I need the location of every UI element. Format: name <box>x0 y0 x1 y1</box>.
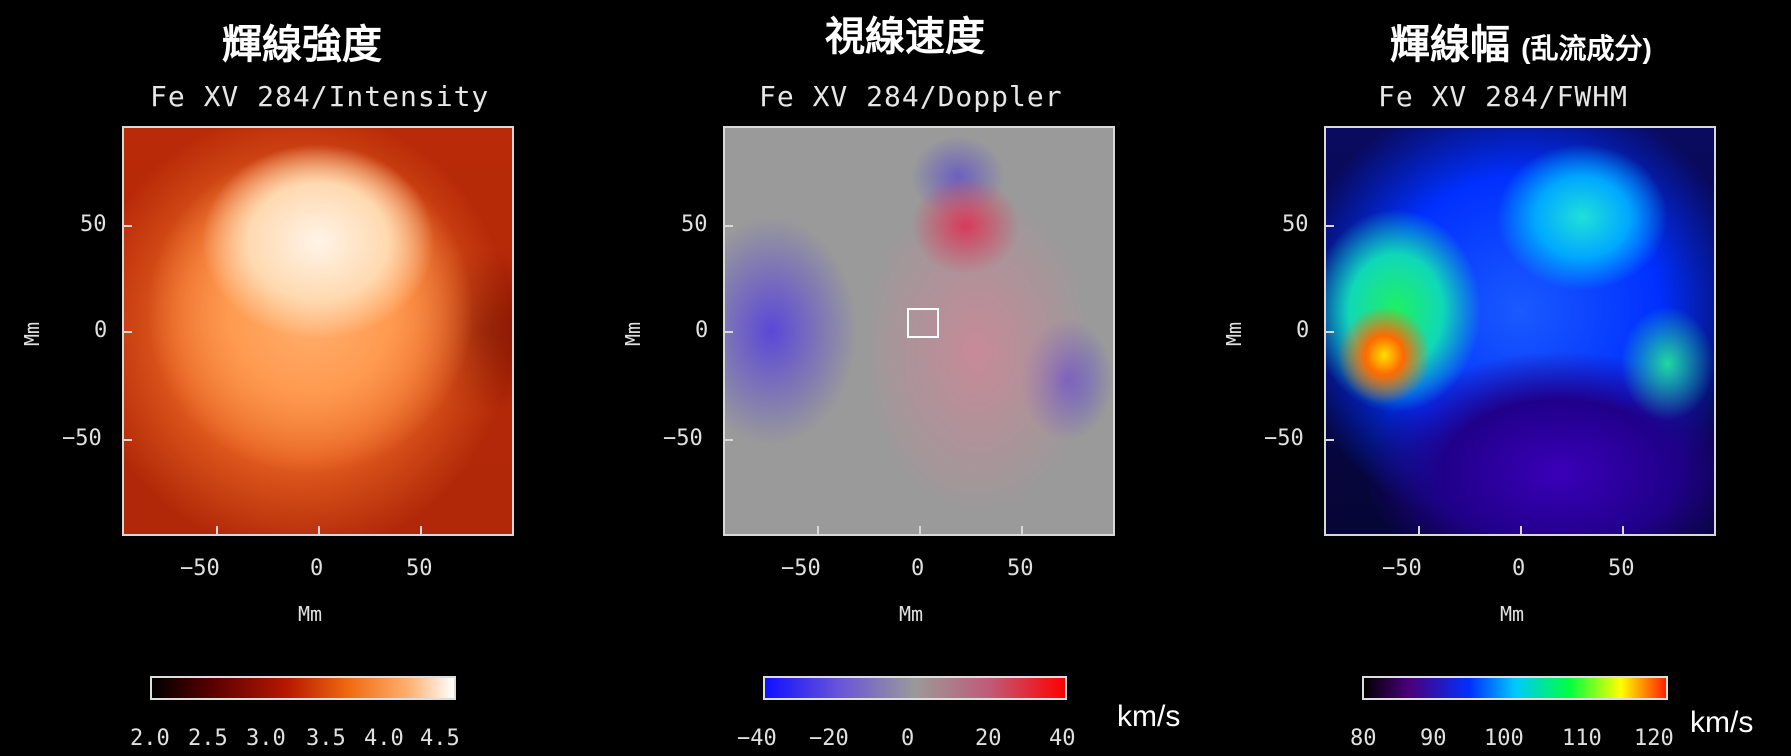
xtick-50: 50 <box>406 556 433 581</box>
ytick-50: 50 <box>1282 212 1309 237</box>
intensity-map <box>122 126 514 536</box>
colorbar-tick: 2.5 <box>188 726 228 751</box>
ytick-0: 0 <box>695 318 709 343</box>
ytick-neg50: −50 <box>62 426 102 451</box>
ytick-neg50: −50 <box>1264 426 1304 451</box>
fwhm-colorbar <box>1362 676 1668 700</box>
x-axis-label: Mm <box>298 602 323 626</box>
panel-subtitle: Fe XV 284/Intensity <box>150 80 490 113</box>
ytick-neg50: −50 <box>663 426 703 451</box>
y-axis-label: Mm <box>621 321 646 347</box>
colorbar-tick: −20 <box>809 726 849 751</box>
panel-subtitle: Fe XV 284/Doppler <box>759 80 1063 113</box>
colorbar-tick: 2.0 <box>130 726 170 751</box>
y-axis-label: Mm <box>20 321 45 347</box>
colorbar-tick: −40 <box>737 726 777 751</box>
panel-title: 輝線強度 <box>222 23 382 67</box>
doppler-colorbar <box>763 676 1067 700</box>
colorbar-tick: 3.0 <box>246 726 286 751</box>
xtick-50: 50 <box>1007 556 1034 581</box>
unit-label: km/s <box>1117 700 1181 733</box>
x-axis-label: Mm <box>899 602 924 626</box>
colorbar-tick: 0 <box>901 726 915 751</box>
colorbar-tick: 20 <box>975 726 1002 751</box>
fwhm-panel: 輝線幅 (乱流成分) Fe XV 284/FWHM 50 0 −50 −50 0… <box>1194 0 1791 756</box>
ytick-0: 0 <box>1296 318 1310 343</box>
x-axis-label: Mm <box>1500 602 1525 626</box>
ytick-50: 50 <box>80 212 107 237</box>
panel-title: 視線速度 <box>825 15 985 59</box>
xtick-0: 0 <box>310 556 324 581</box>
xtick-0: 0 <box>1512 556 1526 581</box>
fwhm-map <box>1324 126 1716 536</box>
y-axis-label: Mm <box>1222 321 1247 347</box>
ytick-50: 50 <box>681 212 708 237</box>
selection-box <box>907 308 939 338</box>
colorbar-tick: 120 <box>1634 726 1674 751</box>
doppler-map <box>723 126 1115 536</box>
xtick-neg50: −50 <box>180 556 220 581</box>
colorbar-tick: 3.5 <box>306 726 346 751</box>
xtick-neg50: −50 <box>1382 556 1422 581</box>
colorbar-tick: 4.5 <box>420 726 460 751</box>
panel-title: 輝線幅 (乱流成分) <box>1390 23 1652 67</box>
colorbar-tick: 90 <box>1420 726 1447 751</box>
ytick-0: 0 <box>94 318 108 343</box>
xtick-0: 0 <box>911 556 925 581</box>
xtick-neg50: −50 <box>781 556 821 581</box>
xtick-50: 50 <box>1608 556 1635 581</box>
colorbar-tick: 40 <box>1049 726 1076 751</box>
unit-label: km/s <box>1690 706 1754 739</box>
colorbar-tick: 110 <box>1562 726 1602 751</box>
intensity-panel: 輝線強度 Fe XV 284/Intensity 50 0 −50 −50 0 … <box>0 0 597 756</box>
intensity-colorbar <box>150 676 456 700</box>
colorbar-tick: 80 <box>1350 726 1377 751</box>
doppler-panel: 視線速度 Fe XV 284/Doppler 50 0 −50 −50 0 50… <box>597 0 1194 756</box>
colorbar-tick: 100 <box>1484 726 1524 751</box>
colorbar-tick: 4.0 <box>364 726 404 751</box>
panel-subtitle: Fe XV 284/FWHM <box>1378 80 1629 113</box>
